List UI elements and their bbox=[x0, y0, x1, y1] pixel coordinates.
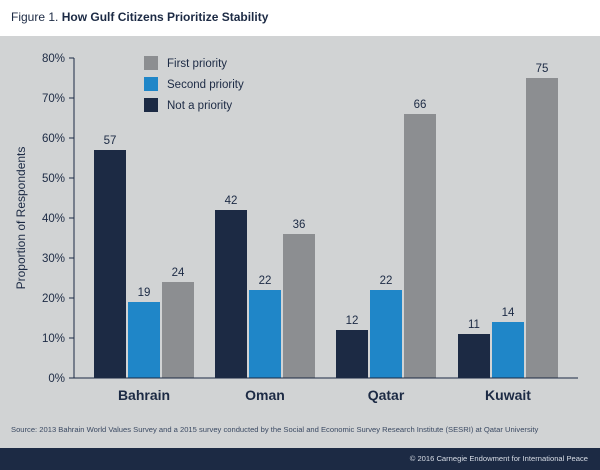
title-bar: Figure 1. How Gulf Citizens Prioritize S… bbox=[0, 0, 600, 36]
bar-value-label: 22 bbox=[380, 275, 393, 287]
bar-value-label: 19 bbox=[138, 287, 151, 299]
bar bbox=[283, 234, 315, 378]
y-tick-label: 40% bbox=[42, 213, 65, 225]
source-note: Source: 2013 Bahrain World Values Survey… bbox=[11, 425, 539, 434]
bar bbox=[370, 290, 402, 378]
legend-swatch bbox=[144, 56, 158, 70]
bar-value-label: 24 bbox=[172, 267, 185, 279]
bar bbox=[526, 78, 558, 378]
y-tick-label: 70% bbox=[42, 93, 65, 105]
bar bbox=[458, 334, 490, 378]
x-category-label: Qatar bbox=[368, 387, 405, 403]
bar-value-label: 22 bbox=[259, 275, 272, 287]
bar-value-label: 14 bbox=[502, 307, 515, 319]
bar bbox=[94, 150, 126, 378]
bar-value-label: 12 bbox=[346, 315, 359, 327]
y-axis-label: Proportion of Respondents bbox=[14, 147, 28, 290]
bar-value-label: 42 bbox=[225, 195, 238, 207]
bar bbox=[215, 210, 247, 378]
legend-label: Not a priority bbox=[167, 100, 232, 112]
y-tick-label: 10% bbox=[42, 333, 65, 345]
bar bbox=[249, 290, 281, 378]
footer-bar: © 2016 Carnegie Endowment for Internatio… bbox=[0, 448, 600, 470]
copyright-text: © 2016 Carnegie Endowment for Internatio… bbox=[409, 454, 588, 463]
bar bbox=[336, 330, 368, 378]
y-tick-label: 60% bbox=[42, 133, 65, 145]
x-category-label: Kuwait bbox=[485, 387, 531, 403]
y-tick-label: 80% bbox=[42, 53, 65, 65]
bar bbox=[492, 322, 524, 378]
bar-value-label: 11 bbox=[468, 319, 480, 331]
legend-label: First priority bbox=[167, 58, 227, 70]
y-tick-label: 20% bbox=[42, 293, 65, 305]
figure-label: Figure 1. bbox=[11, 10, 59, 24]
bar bbox=[128, 302, 160, 378]
bar bbox=[404, 114, 436, 378]
bar-value-label: 36 bbox=[293, 219, 306, 231]
bar-value-label: 57 bbox=[104, 135, 117, 147]
bar-value-label: 66 bbox=[414, 99, 427, 111]
legend-swatch bbox=[144, 77, 158, 91]
legend-label: Second priority bbox=[167, 79, 244, 91]
figure-title: Figure 1. How Gulf Citizens Prioritize S… bbox=[11, 10, 268, 24]
bar bbox=[162, 282, 194, 378]
y-tick-label: 30% bbox=[42, 253, 65, 265]
x-category-label: Bahrain bbox=[118, 387, 170, 403]
figure-title-text: How Gulf Citizens Prioritize Stability bbox=[61, 10, 269, 24]
y-tick-label: 50% bbox=[42, 173, 65, 185]
y-tick-label: 0% bbox=[48, 373, 65, 385]
x-category-label: Oman bbox=[245, 387, 285, 403]
bar-value-label: 75 bbox=[536, 63, 549, 75]
legend-swatch bbox=[144, 98, 158, 112]
bar-chart: 0% 10% 20% 30% 40% 50% 60% 70% 80% Proportion of … bbox=[14, 53, 578, 403]
